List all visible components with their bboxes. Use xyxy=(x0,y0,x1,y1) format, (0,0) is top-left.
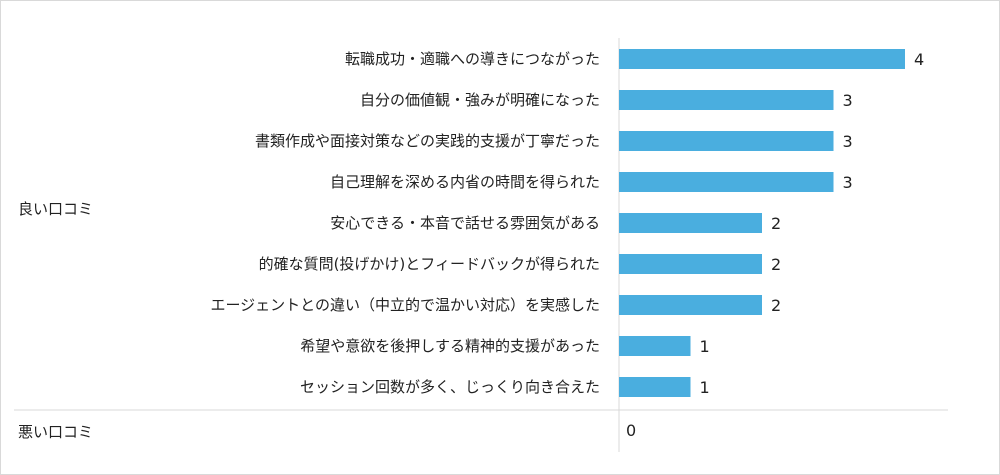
bar xyxy=(619,377,691,397)
bar xyxy=(619,254,762,274)
data-label: 4 xyxy=(914,50,924,69)
data-label: 3 xyxy=(843,173,853,192)
bar xyxy=(619,213,762,233)
category-label: 書類作成や面接対策などの実践的支援が丁寧だった xyxy=(255,132,600,150)
category-label: 的確な質問(投げかけ)とフィードバックが得られた xyxy=(259,255,600,273)
category-label: 自己理解を深める内省の時間を得られた xyxy=(330,173,600,191)
group-label-bad: 悪い口コミ xyxy=(18,423,93,441)
bar xyxy=(619,90,834,110)
data-label: 1 xyxy=(700,337,710,356)
category-label: 転職成功・適職への導きにつながった xyxy=(345,50,600,68)
data-label-zero: 0 xyxy=(626,421,636,440)
category-label: 希望や意欲を後押しする精神的支援があった xyxy=(300,337,600,355)
category-label: セッション回数が多く、じっくり向き合えた xyxy=(300,378,600,396)
group-label-good: 良い口コミ xyxy=(18,200,93,218)
data-label: 2 xyxy=(771,296,781,315)
data-label: 3 xyxy=(843,91,853,110)
data-label: 3 xyxy=(843,132,853,151)
bar xyxy=(619,336,691,356)
bar xyxy=(619,131,834,151)
category-label: エージェントとの違い（中立的で温かい対応）を実感した xyxy=(210,296,600,314)
data-label: 2 xyxy=(771,214,781,233)
bar xyxy=(619,172,834,192)
category-label: 安心できる・本音で話せる雰囲気がある xyxy=(330,214,600,232)
bar xyxy=(619,49,905,69)
category-label: 自分の価値観・強みが明確になった xyxy=(360,91,600,109)
bar xyxy=(619,295,762,315)
data-label: 2 xyxy=(771,255,781,274)
data-label: 1 xyxy=(700,378,710,397)
